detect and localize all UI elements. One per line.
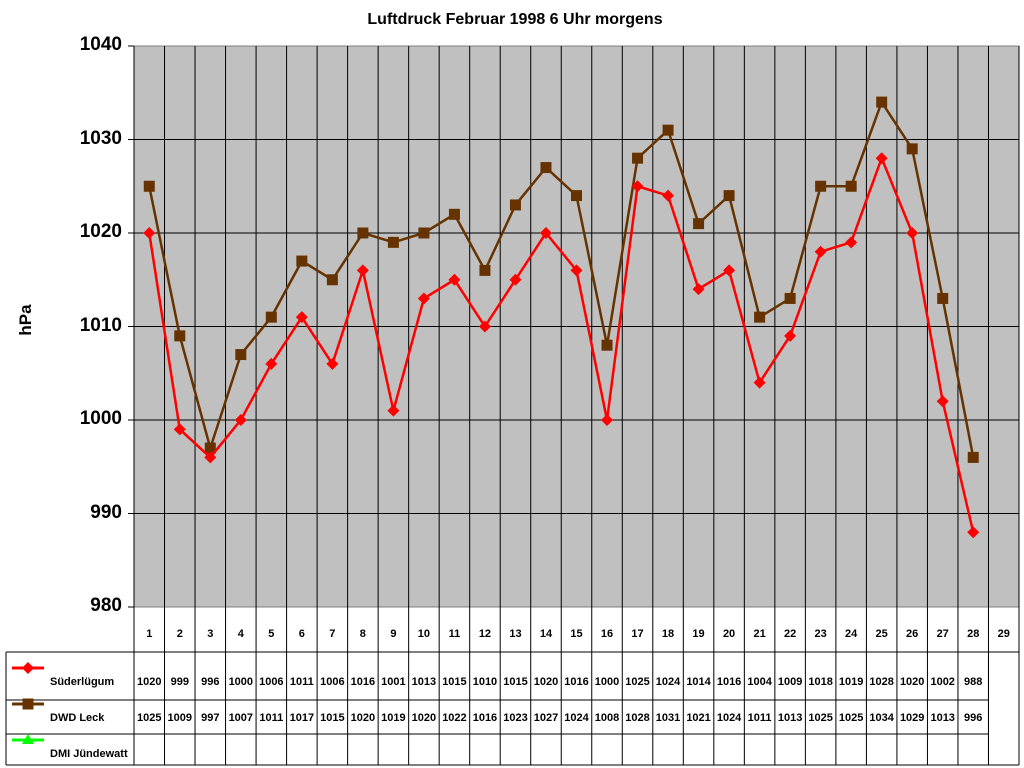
x-category-label: 8: [359, 628, 366, 640]
table-cell: 1015: [442, 676, 467, 688]
table-cell: 1020: [137, 676, 162, 688]
table-cell: 1009: [777, 676, 803, 688]
table-cell: 1017: [289, 712, 315, 724]
x-category-label: 12: [478, 628, 492, 640]
table-cell: 1025: [808, 712, 833, 724]
x-category-label: 15: [570, 628, 583, 640]
y-tick-label: 980: [90, 595, 122, 616]
table-cell: 1016: [716, 676, 742, 688]
y-tick-label: 990: [90, 501, 122, 523]
table-cell: 996: [964, 712, 983, 724]
table-cell: 1014: [686, 676, 711, 688]
table-cell: 1013: [930, 712, 955, 724]
x-category-label: 19: [692, 628, 705, 640]
x-category-label: 2: [176, 628, 183, 640]
table-cell: 1015: [503, 676, 528, 688]
x-category-label: 28: [967, 628, 980, 640]
table-cell: 1023: [503, 712, 528, 724]
table-cell: 1034: [869, 712, 894, 724]
x-category-label: 21: [753, 628, 766, 640]
table-cell: 1019: [381, 712, 406, 724]
table-cell: 1028: [625, 712, 650, 724]
table-cell: 1029: [899, 712, 925, 724]
table-cell: 1022: [442, 712, 467, 724]
x-category-label: 20: [722, 628, 736, 640]
table-cell: 1021: [686, 712, 711, 724]
table-cell: 1008: [594, 712, 620, 724]
legend-label: DWD Leck: [50, 712, 105, 724]
table-cell: 1020: [411, 712, 437, 724]
table-cell: 1024: [655, 676, 681, 688]
table-cell: 997: [201, 712, 220, 724]
table-cell: 1020: [899, 676, 925, 688]
x-category-label: 4: [237, 628, 244, 640]
x-category-label: 11: [448, 628, 461, 640]
y-tick-label: 1000: [79, 408, 122, 429]
table-cell: 1031: [655, 712, 681, 724]
x-category-label: 24: [845, 628, 858, 640]
x-category-label: 10: [417, 628, 431, 640]
table-cell: 1013: [777, 712, 803, 724]
table-cell: 1006: [259, 676, 284, 688]
table-cell: 1027: [533, 712, 559, 724]
x-category-label: 17: [631, 628, 644, 640]
x-category-label: 3: [207, 628, 214, 640]
table-cell: 1028: [869, 676, 894, 688]
x-category-label: 7: [329, 628, 336, 640]
chart-title: Luftdruck Februar 1998 6 Uhr morgens: [367, 11, 663, 28]
table-cell: 1007: [228, 712, 254, 724]
table-cell: 1019: [838, 676, 864, 688]
table-cell: 1025: [838, 712, 864, 724]
table-cell: 1006: [320, 676, 345, 688]
y-tick-label: 1040: [79, 34, 122, 55]
table-cell: 1018: [808, 676, 833, 688]
table-cell: 1001: [381, 676, 406, 688]
x-category-label: 27: [936, 628, 949, 640]
table-cell: 1011: [259, 712, 284, 724]
table-cell: 1024: [716, 712, 742, 724]
table-cell: 1002: [930, 676, 955, 688]
table-cell: 1020: [533, 676, 559, 688]
table-cell: 1025: [137, 712, 162, 724]
table-cell: 1004: [747, 676, 772, 688]
table-cell: 1016: [350, 676, 376, 688]
x-category-label: 5: [268, 628, 275, 640]
x-category-label: 9: [390, 628, 397, 640]
table-cell: 1025: [625, 676, 650, 688]
y-tick-label: 1020: [79, 221, 122, 242]
table-cell: 1016: [472, 712, 498, 724]
table-cell: 988: [964, 676, 983, 688]
table-cell: 1000: [228, 676, 254, 688]
x-category-label: 14: [539, 628, 553, 640]
x-category-label: 1: [146, 628, 153, 640]
y-tick-label: 1030: [79, 127, 122, 149]
table-cell: 1010: [472, 676, 498, 688]
table-cell: 1011: [289, 676, 314, 688]
x-category-label: 23: [814, 628, 827, 640]
table-cell: 999: [170, 676, 189, 688]
x-category-label: 29: [997, 628, 1010, 640]
x-category-label: 25: [875, 628, 888, 640]
table-cell: 1000: [594, 676, 620, 688]
series-süderlügum: [143, 152, 980, 539]
table-cell: 1020: [350, 712, 376, 724]
table-cell: 1024: [564, 712, 589, 724]
x-category-label: 26: [906, 628, 919, 640]
table-cell: 1011: [747, 712, 772, 724]
series-dwd-leck: [143, 96, 979, 463]
x-category-label: 22: [783, 628, 797, 640]
x-category-label: 6: [298, 628, 305, 640]
legend-label: Süderlügum: [50, 676, 115, 688]
x-category-label: 13: [509, 628, 522, 640]
table-cell: 996: [201, 676, 220, 688]
table-cell: 1009: [167, 712, 193, 724]
legend-label: DMI Jündewatt: [50, 748, 128, 760]
table-cell: 1016: [564, 676, 589, 688]
y-tick-label: 1010: [79, 314, 122, 336]
table-cell: 1013: [411, 676, 437, 688]
x-category-label: 18: [661, 628, 675, 640]
x-category-label: 16: [600, 628, 614, 640]
table-cell: 1015: [320, 712, 345, 724]
